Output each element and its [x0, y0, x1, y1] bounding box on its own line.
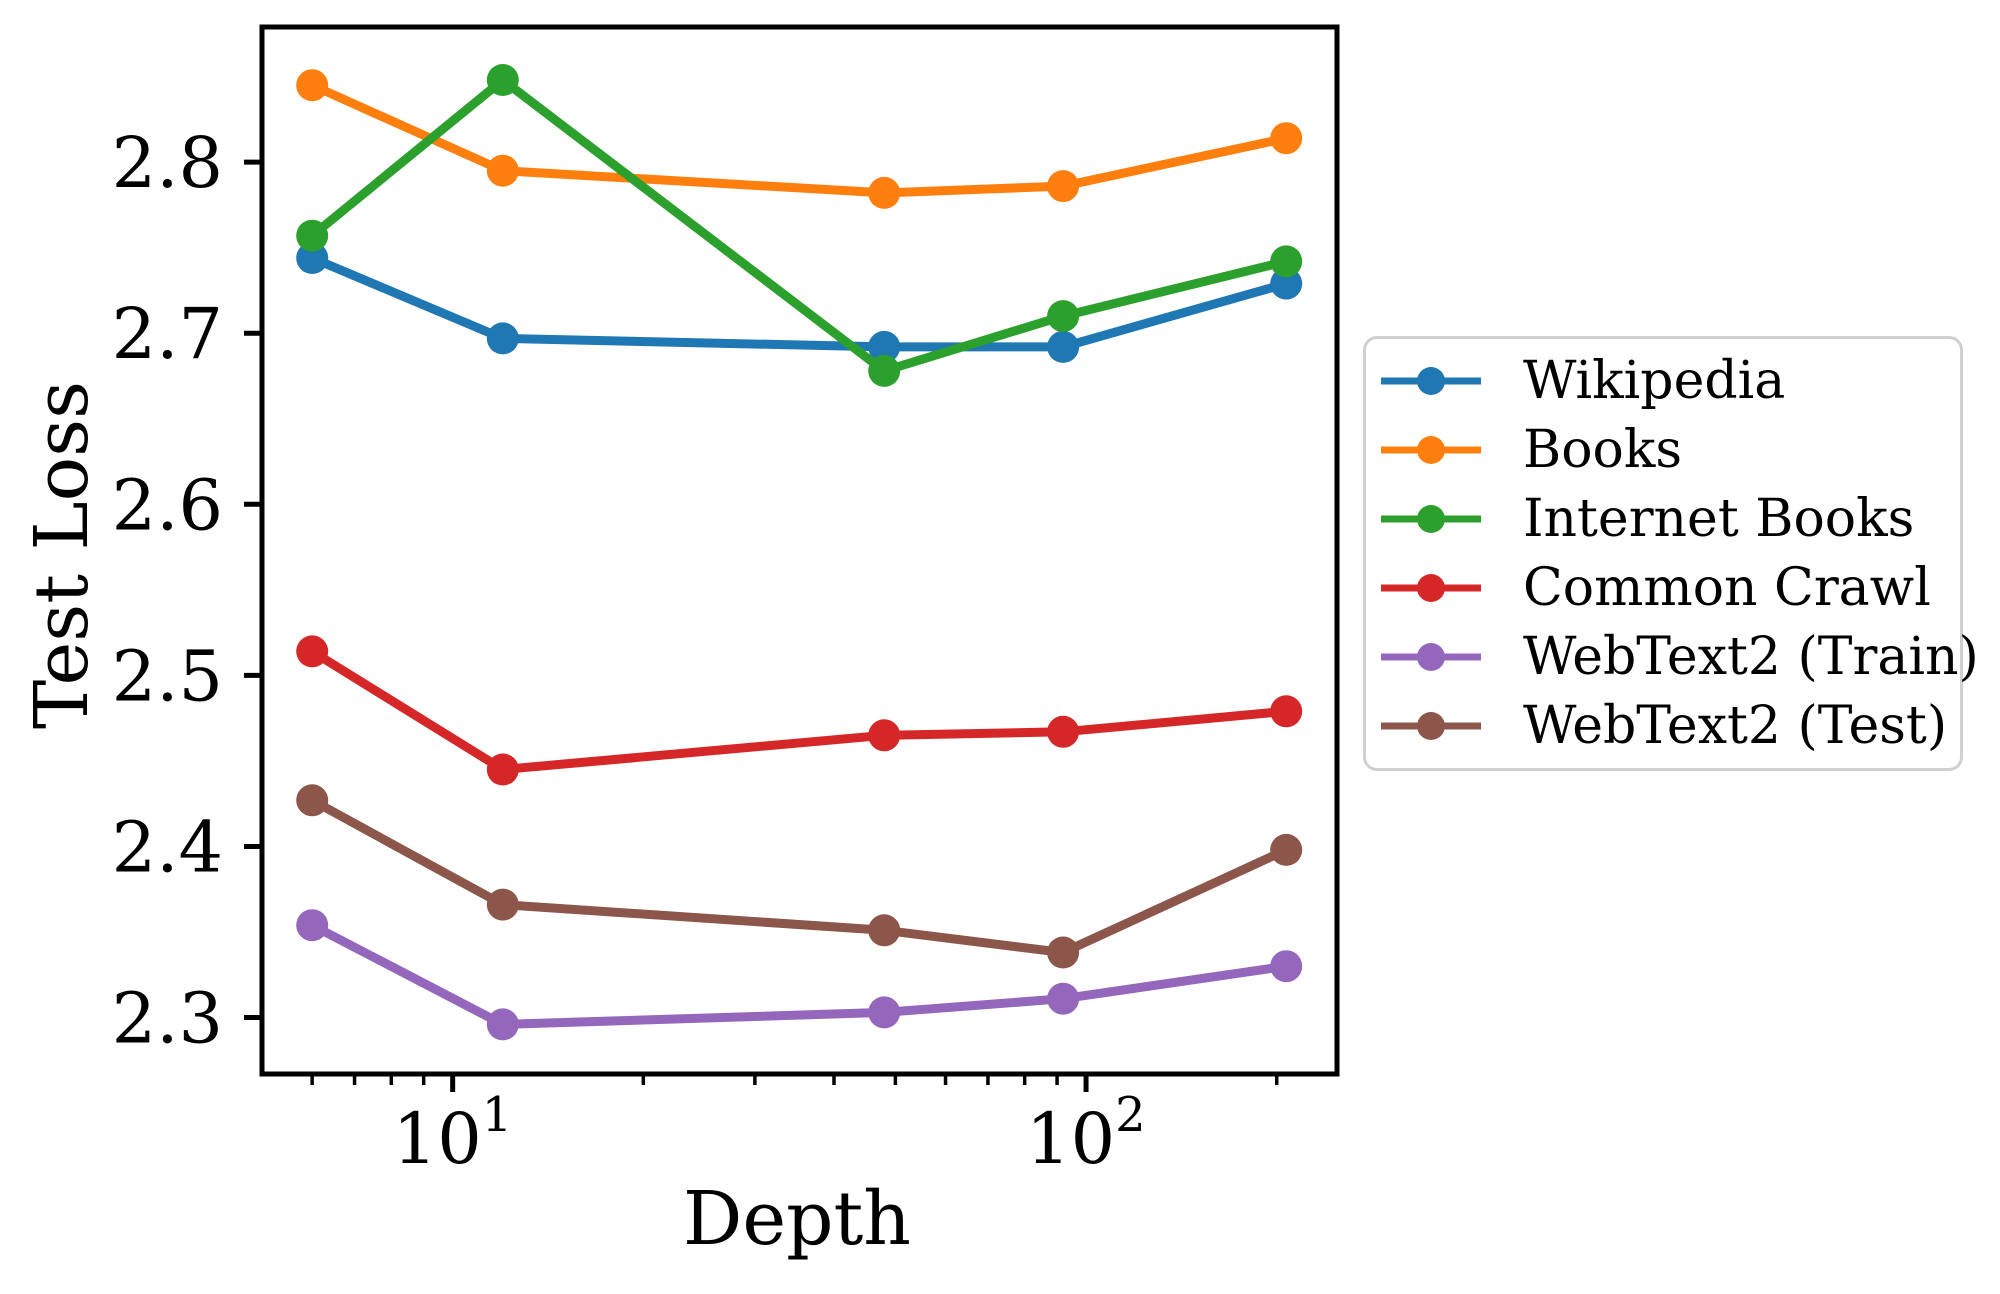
series-point-common-crawl: [868, 719, 901, 752]
legend-line-marker-icon: [1381, 367, 1481, 396]
series-point-webtext2-test: [1270, 833, 1303, 866]
legend-line-marker-icon: [1381, 573, 1481, 602]
legend-line-marker-icon: [1381, 505, 1481, 534]
series-point-webtext2-train: [1047, 982, 1080, 1015]
series-point-common-crawl: [296, 635, 329, 668]
series-point-webtext2-test: [868, 914, 901, 947]
series-point-webtext2-train: [296, 909, 329, 942]
series-point-common-crawl: [1047, 715, 1080, 748]
series-point-webtext2-train: [486, 1008, 519, 1041]
series-point-common-crawl: [486, 753, 519, 786]
series-point-internet-books: [296, 219, 329, 252]
series-point-books: [296, 69, 329, 102]
series-point-wikipedia: [868, 330, 901, 363]
legend-item-common-crawl: Common Crawl: [1366, 554, 1960, 622]
legend-item-webtext2-test: WebText2 (Test): [1366, 692, 1960, 760]
series-point-wikipedia: [486, 322, 519, 355]
legend-label: WebText2 (Train): [1523, 626, 1979, 687]
legend-line-marker-icon: [1381, 642, 1481, 671]
y-tick-label: 2.7: [112, 293, 223, 375]
legend-label: Internet Books: [1523, 489, 1915, 550]
series-point-webtext2-test: [486, 888, 519, 921]
series-point-internet-books: [1047, 300, 1080, 333]
series-line-common-crawl: [309, 647, 1287, 774]
series-point-books: [868, 176, 901, 209]
legend-label: Books: [1523, 420, 1683, 481]
series-point-common-crawl: [1270, 695, 1303, 728]
series-point-internet-books: [1270, 245, 1303, 278]
x-axis-label: Depth: [683, 1176, 911, 1262]
series-point-books: [1047, 170, 1080, 203]
series-point-wikipedia: [296, 242, 329, 274]
series-line-webtext2-train: [310, 921, 1287, 1029]
x-tick-label: 102: [1026, 1087, 1146, 1180]
plot-frame: [259, 24, 1340, 1077]
y-axis-label: Test Loss: [19, 380, 105, 730]
series-point-internet-books: [486, 64, 519, 96]
y-tick-label: 2.5: [112, 635, 223, 717]
series-point-wikipedia: [1047, 330, 1080, 363]
series-line-webtext2-test: [310, 796, 1289, 957]
series-line-books: [310, 81, 1288, 198]
y-tick-label: 2.6: [112, 464, 223, 546]
series-point-webtext2-test: [1047, 936, 1080, 969]
legend-label: WebText2 (Test): [1523, 695, 1948, 756]
series-point-books: [486, 154, 519, 187]
legend-item-internet-books: Internet Books: [1366, 485, 1960, 553]
legend-item-wikipedia: Wikipedia: [1366, 347, 1960, 415]
series-point-books: [1270, 122, 1303, 155]
legend: Wikipedia Books Internet Books Common Cr…: [1363, 336, 1979, 771]
y-tick-label: 2.8: [112, 122, 223, 204]
y-tick-label: 2.3: [112, 978, 223, 1060]
legend-item-books: Books: [1366, 416, 1960, 484]
legend-label: Wikipedia: [1523, 351, 1786, 412]
legend-line-marker-icon: [1381, 711, 1481, 740]
series-point-webtext2-train: [1270, 950, 1303, 983]
series-point-internet-books: [868, 354, 901, 387]
series-point-wikipedia: [1270, 267, 1303, 300]
legend-item-webtext2-train: WebText2 (Train): [1366, 623, 1979, 691]
series-point-webtext2-test: [296, 784, 329, 817]
x-tick-label: 101: [393, 1087, 513, 1180]
legend-label: Common Crawl: [1523, 557, 1931, 618]
legend-line-marker-icon: [1381, 436, 1481, 465]
series-point-webtext2-train: [868, 996, 901, 1029]
y-tick-label: 2.4: [112, 806, 223, 888]
